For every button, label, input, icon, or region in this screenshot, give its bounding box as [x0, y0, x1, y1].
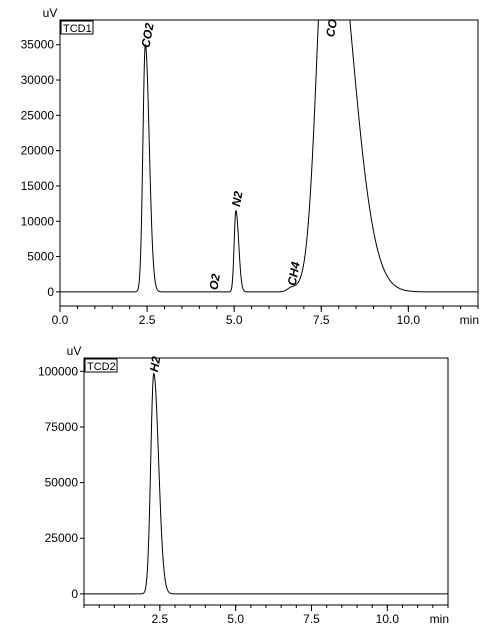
chromatogram-trace: [84, 372, 448, 595]
channel-name-box: [60, 20, 94, 35]
y-tick-label: 5000: [27, 250, 54, 264]
y-tick-label: 100000: [38, 364, 78, 378]
x-tick-label: 7.5: [303, 612, 320, 626]
y-tick-label: 50000: [45, 476, 79, 490]
y-tick-label: 25000: [21, 108, 55, 122]
channel-name: TCD1: [63, 23, 92, 35]
tcd1-chromatogram: 0 5000 10000 15000 20000 25000 30000 35000 0.0 2.…: [21, 6, 479, 327]
y-tick-label: 35000: [21, 38, 55, 52]
peak-label: CO2: [139, 22, 157, 49]
peak-label: N2: [229, 190, 246, 208]
y-tick-label: 30000: [21, 73, 55, 87]
channel-name-box: [84, 358, 118, 373]
x-unit-label: min: [460, 313, 479, 327]
peak-label: CH4: [285, 260, 303, 286]
y-tick-label: 15000: [21, 179, 55, 193]
x-tick-label: 10.0: [397, 313, 421, 327]
y-tick-label: 0: [47, 285, 54, 299]
channel-name: TCD2: [87, 361, 116, 373]
x-unit-label: min: [430, 612, 449, 626]
y-tick-label: 25000: [45, 531, 79, 545]
x-tick-label: 10.0: [376, 612, 400, 626]
x-tick-label: 2.5: [151, 612, 168, 626]
y-unit-label: uV: [43, 6, 58, 20]
peak-label: O2: [206, 272, 223, 291]
x-tick-label: 0.0: [52, 313, 69, 327]
x-tick-label: 5.0: [227, 612, 244, 626]
y-tick-label: 75000: [45, 420, 79, 434]
x-tick-label: 2.5: [139, 313, 156, 327]
y-tick-label: 20000: [21, 144, 55, 158]
x-tick-label: 5.0: [226, 313, 243, 327]
chromatogram-trace: [60, 20, 478, 293]
peak-label: H2: [147, 355, 164, 373]
plot-frame: [83, 357, 449, 606]
x-tick-label: 7.5: [313, 313, 330, 327]
y-tick-label: 10000: [21, 214, 55, 228]
y-unit-label: uV: [67, 344, 82, 358]
peak-label: CO: [323, 17, 340, 38]
y-tick-label: 0: [71, 587, 78, 601]
